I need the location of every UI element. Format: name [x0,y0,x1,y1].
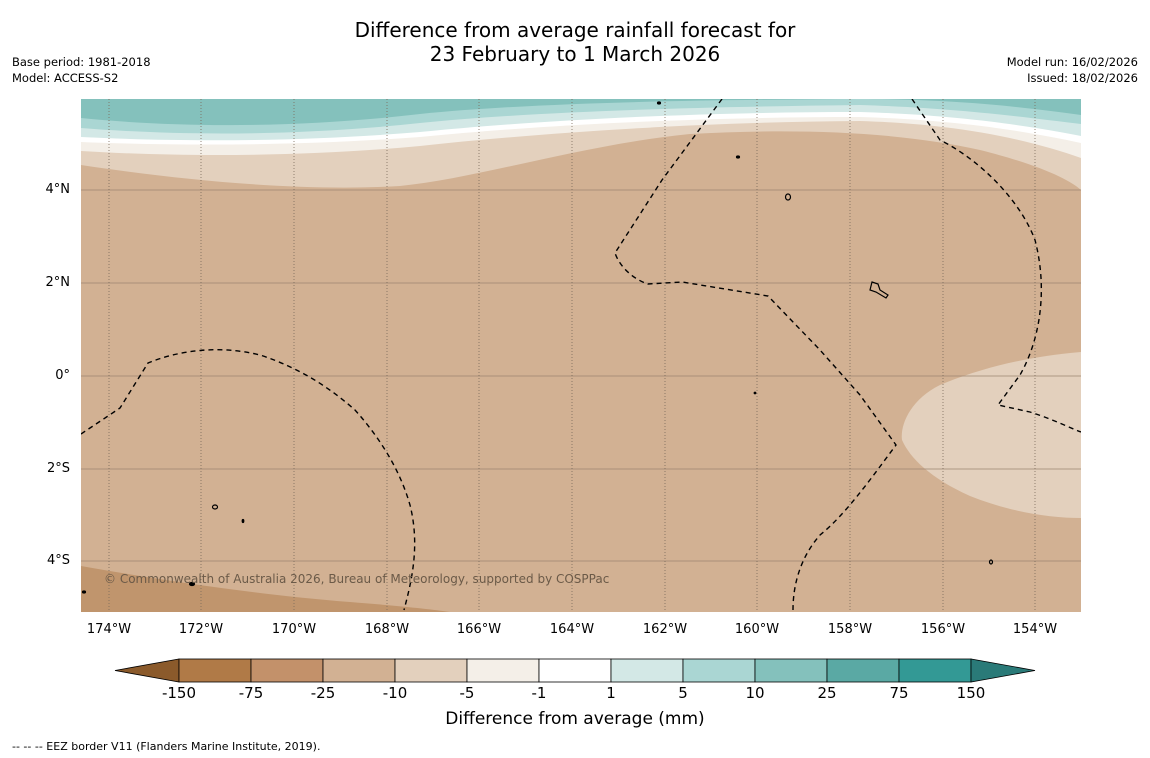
lon-label-164w: 164°W [549,622,595,637]
eez-border-central [614,99,897,611]
colorbar-segment [898,658,972,683]
colorbar-segment [394,658,468,683]
colorbar-tick: 5 [678,684,688,702]
lon-label-154w: 154°W [1012,622,1058,637]
colorbar-extend-low [114,658,180,683]
latitude-gridlines [81,189,1081,562]
title-line-1: Difference from average rainfall forecas… [354,18,796,42]
colorbar-tick: 10 [745,684,765,702]
lat-label-equator: 0° [55,368,70,383]
lon-label-158w: 158°W [827,622,873,637]
title-line-2: 23 February to 1 March 2026 [429,42,721,66]
colorbar-tick: -150 [161,684,197,702]
chart-title: Difference from average rainfall forecas… [0,18,1150,66]
colorbar-segment [178,658,252,683]
meta-right: Model run: 16/02/2026 Issued: 18/02/2026 [1007,54,1138,86]
colorbar-tick: -1 [531,684,547,702]
colorbar-segment [466,658,540,683]
colorbar-segment [754,658,828,683]
band-main-tan [81,131,1081,612]
lon-label-160w: 160°W [734,622,780,637]
colorbar-segment [826,658,900,683]
colorbar-extend-high [970,658,1036,683]
lon-label-162w: 162°W [642,622,688,637]
islands [81,101,994,594]
eez-border-east [911,99,1081,433]
colorbar-segment [322,658,396,683]
eez-borders [81,99,1081,611]
copyright-notice: © Commonwealth of Australia 2026, Bureau… [104,572,610,586]
meta-left: Base period: 1981-2018 Model: ACCESS-S2 [12,54,151,86]
eez-legend-note: -- -- -- EEZ border V11 (Flanders Marine… [12,740,321,753]
lon-label-170w: 170°W [271,622,317,637]
eez-border-west [81,349,416,611]
lat-label-4n: 4°N [45,182,71,197]
colorbar-tick: 1 [606,684,616,702]
colorbar-segment [538,658,612,683]
model-run: Model run: 16/02/2026 [1006,55,1138,69]
colorbar-tick: -5 [459,684,475,702]
colorbar-segment [682,658,756,683]
band-light-tan-east [901,352,1081,518]
colorbar-tick: -10 [382,684,408,702]
colorbar-tick: 25 [817,684,837,702]
band-dry-southwest [81,566,450,612]
colorbar-tick: -25 [310,684,336,702]
lat-label-2s: 2°S [46,461,70,476]
model-name: Model: ACCESS-S2 [12,71,119,85]
colorbar-label: Difference from average (mm) [445,709,705,729]
lon-label-166w: 166°W [456,622,502,637]
issued-date: Issued: 18/02/2026 [1027,71,1138,85]
colorbar-tick: -75 [238,684,264,702]
colorbar-tick: 75 [889,684,909,702]
colorbar-tick: 150 [956,684,986,702]
lon-label-174w: 174°W [86,622,132,637]
lon-label-156w: 156°W [920,622,966,637]
lon-label-172w: 172°W [178,622,224,637]
colorbar-segment [250,658,324,683]
lon-label-168w: 168°W [364,622,410,637]
base-period: Base period: 1981-2018 [12,55,151,69]
colorbar-segment [610,658,684,683]
lat-label-4s: 4°S [46,553,70,568]
lat-label-2n: 2°N [45,275,71,290]
